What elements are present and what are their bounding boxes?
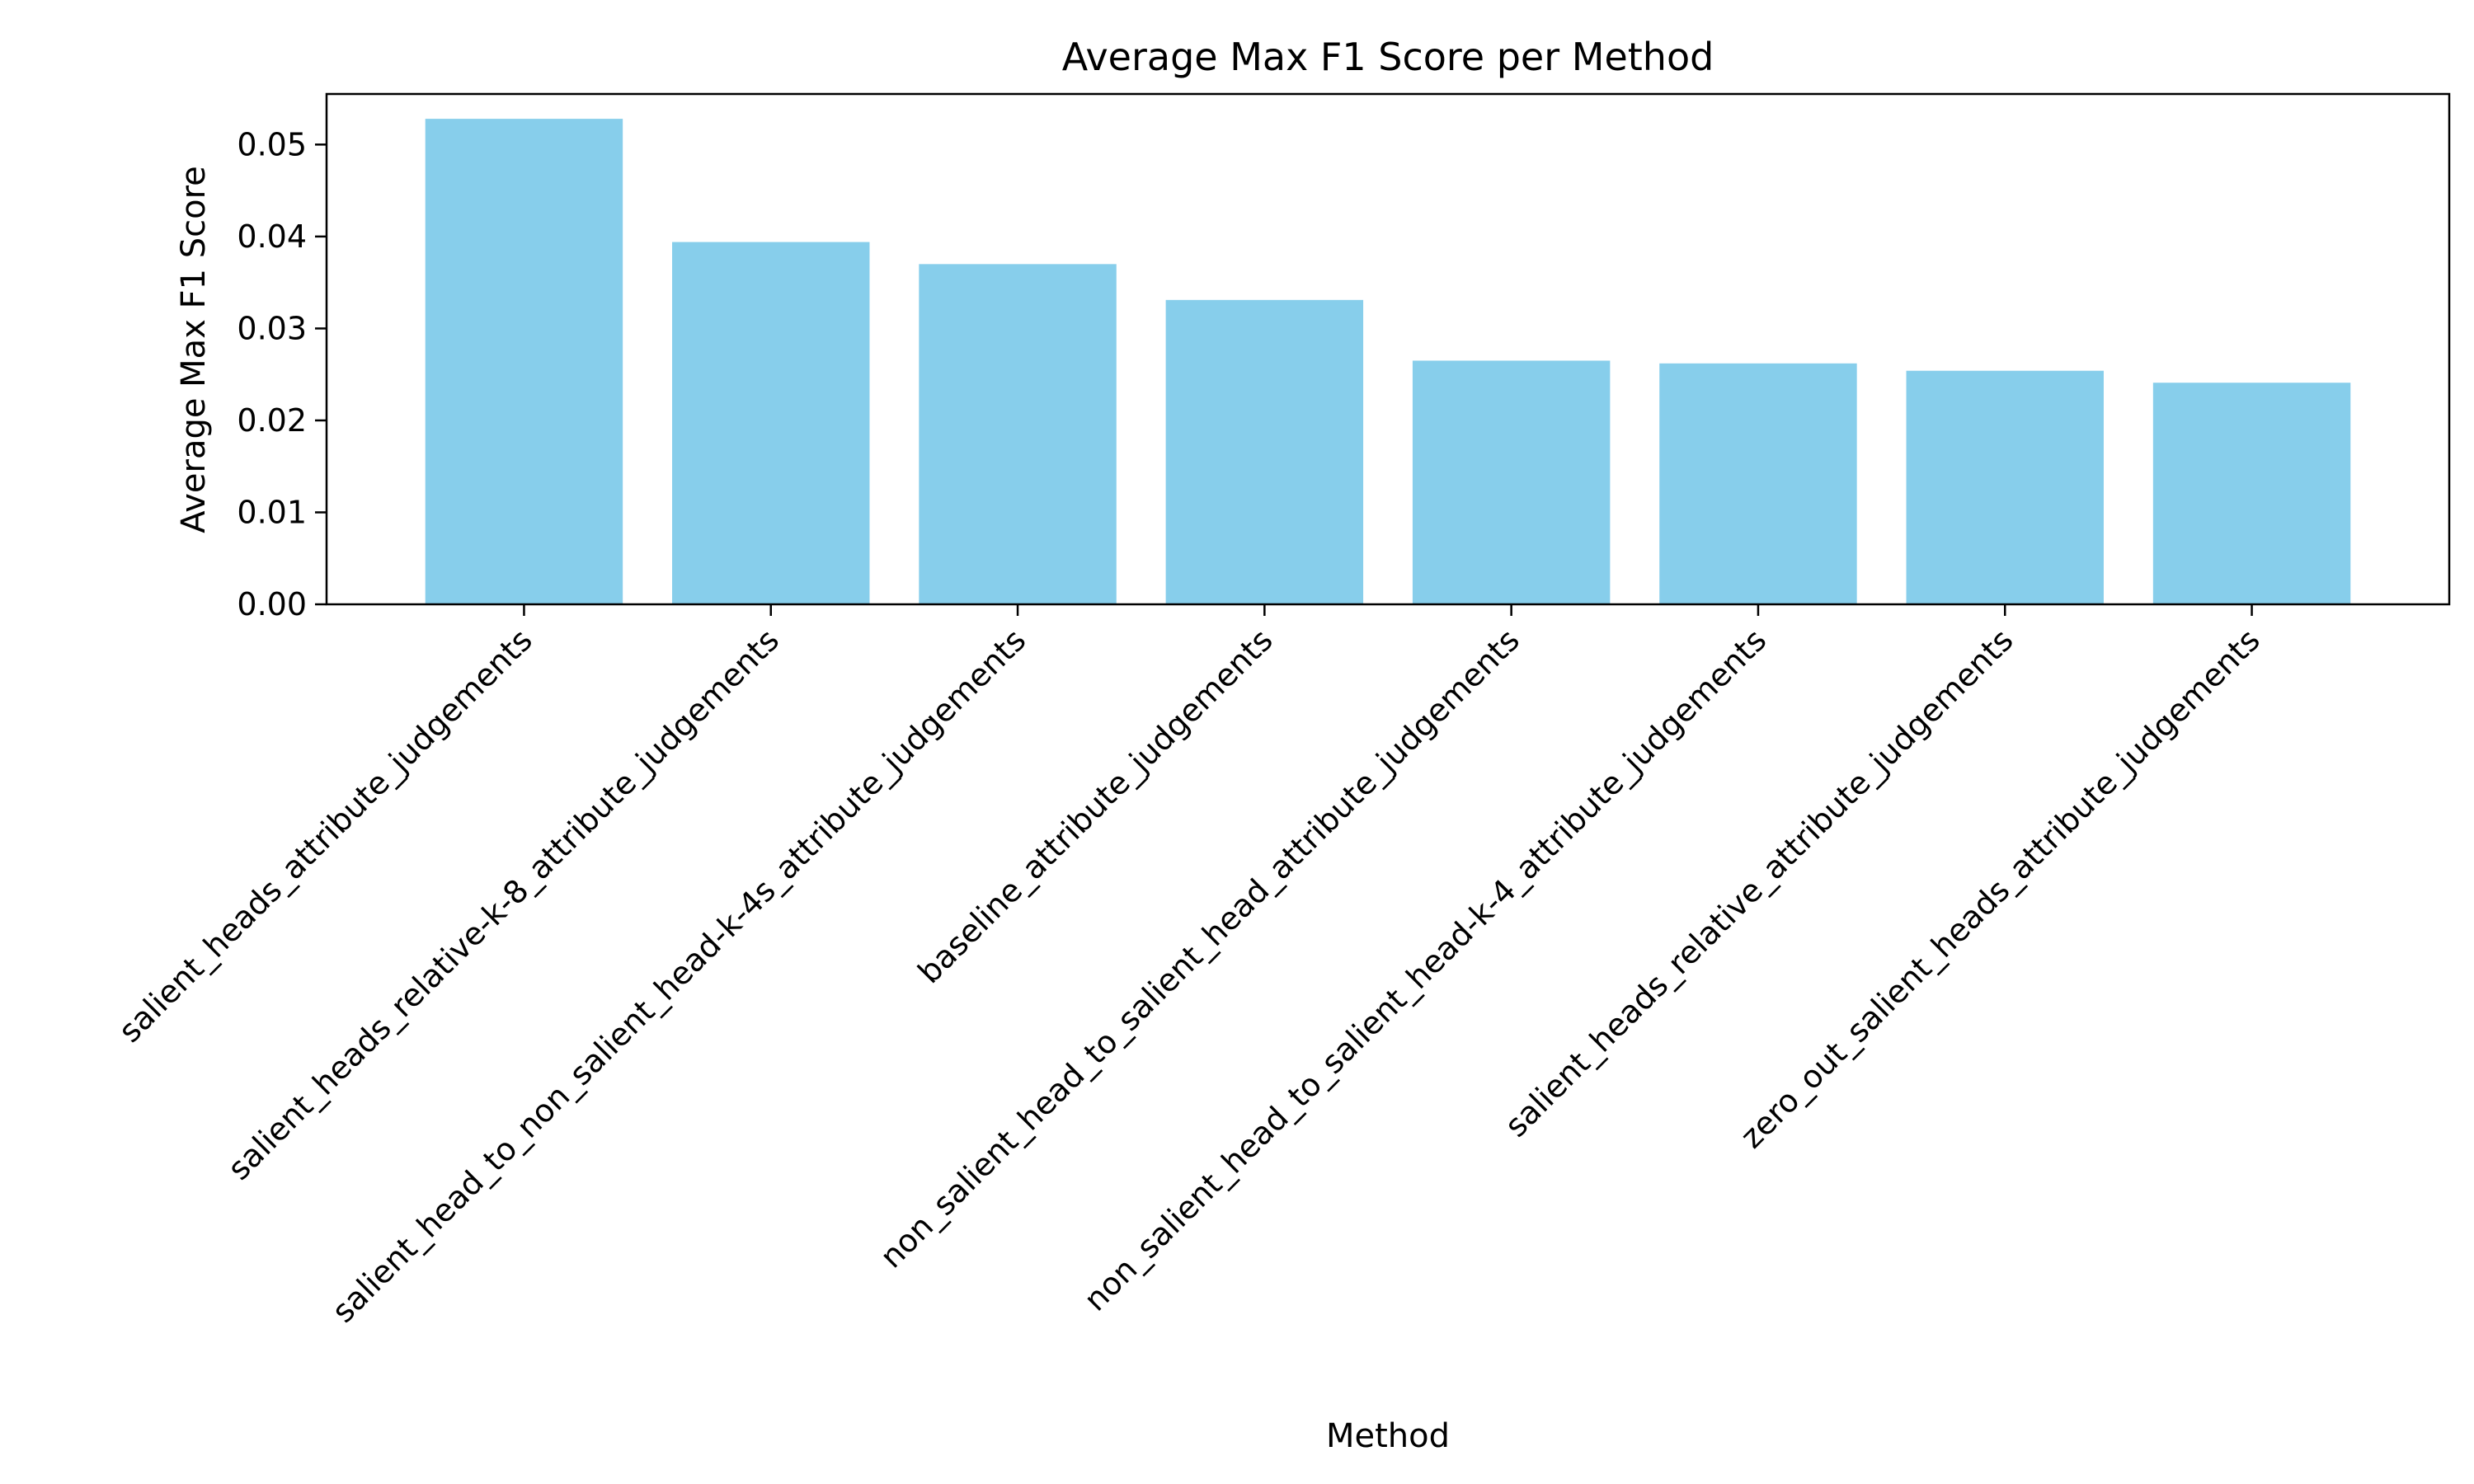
bar-6 <box>1659 363 1857 604</box>
bar-3 <box>919 264 1117 604</box>
bar-2 <box>672 242 870 604</box>
y-axis-label: Average Max F1 Score <box>175 166 213 533</box>
x-axis-label: Method <box>1326 1417 1450 1455</box>
bar-8 <box>2152 383 2351 604</box>
y-ticks-group: 0.00 0.01 0.02 0.03 0.04 0.05 <box>237 126 327 622</box>
y-tick-label: 0.04 <box>237 218 307 255</box>
bar-5 <box>1412 360 1611 604</box>
y-tick-label: 0.01 <box>237 494 307 530</box>
bar-1 <box>425 119 623 604</box>
bars-group <box>425 119 2351 604</box>
bar-4 <box>1165 299 1364 604</box>
y-tick-label: 0.03 <box>237 310 307 346</box>
chart-title: Average Max F1 Score per Method <box>1062 35 1714 79</box>
y-tick-label: 0.00 <box>237 586 307 622</box>
bar-7 <box>1906 370 2104 604</box>
y-tick-label: 0.02 <box>237 402 307 439</box>
plot-frame <box>325 92 2451 606</box>
y-tick-label: 0.05 <box>237 126 307 162</box>
